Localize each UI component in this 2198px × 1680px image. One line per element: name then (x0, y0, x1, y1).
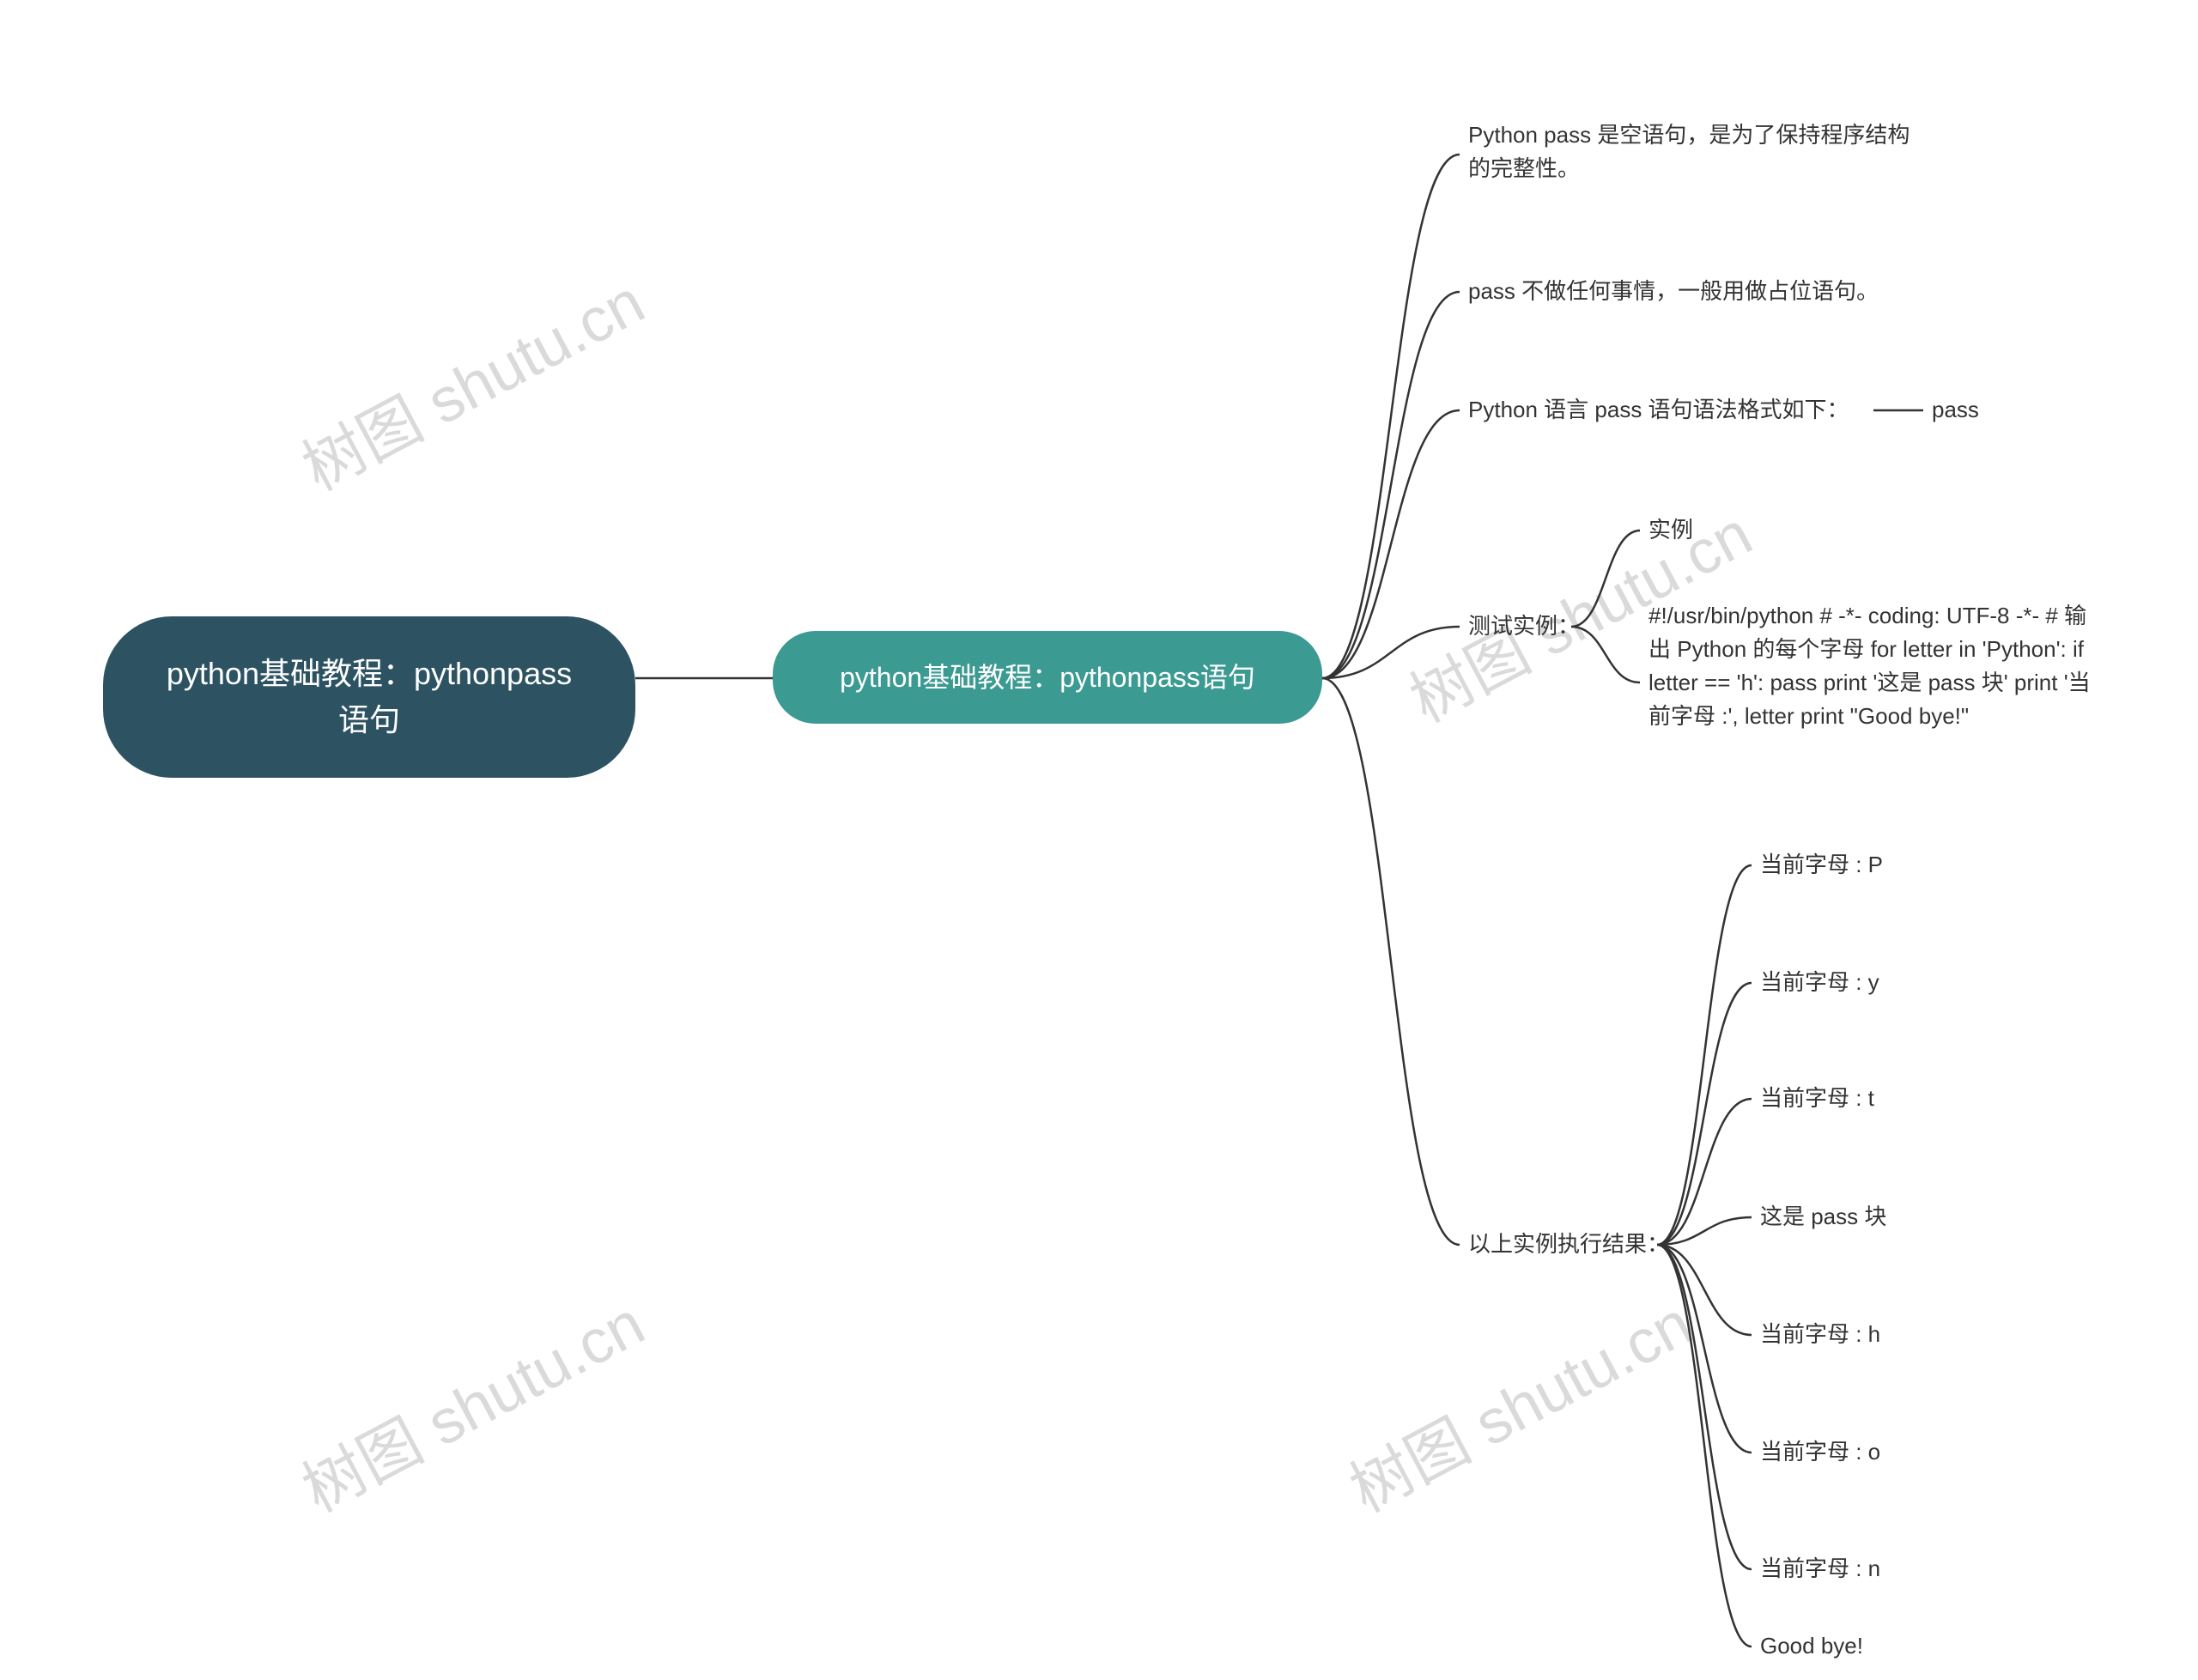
watermark: 树图 shutu.cn (284, 1274, 657, 1529)
result-6[interactable]: 当前字母 : o (1760, 1435, 1880, 1469)
leaf-node-4-c1[interactable]: 实例 (1648, 513, 1693, 547)
result-1[interactable]: 当前字母 : P (1760, 848, 1883, 882)
leaf-node-3-child[interactable]: pass (1932, 393, 1979, 427)
result-7[interactable]: 当前字母 : n (1760, 1552, 1880, 1586)
root-node[interactable]: python基础教程：pythonpass语句 (103, 616, 635, 778)
leaf-node-4-c2[interactable]: #!/usr/bin/python # -*- coding: UTF-8 -*… (1648, 599, 2104, 733)
result-2[interactable]: 当前字母 : y (1760, 966, 1879, 999)
leaf-node-2[interactable]: pass 不做任何事情，一般用做占位语句。 (1468, 275, 1879, 308)
leaf-node-5[interactable]: 以上实例执行结果： (1468, 1228, 1669, 1261)
leaf-node-4[interactable]: 测试实例： (1468, 610, 1580, 643)
leaf-node-3[interactable]: Python 语言 pass 语句语法格式如下： (1468, 393, 1849, 427)
watermark: 树图 shutu.cn (1332, 1274, 1704, 1529)
leaf-node-1[interactable]: Python pass 是空语句，是为了保持程序结构的完整性。 (1468, 118, 1923, 185)
sub-node[interactable]: python基础教程：pythonpass语句 (773, 631, 1322, 724)
result-5[interactable]: 当前字母 : h (1760, 1318, 1880, 1351)
mindmap-connectors (0, 0, 2198, 1680)
result-3[interactable]: 当前字母 : t (1760, 1082, 1874, 1115)
result-4[interactable]: 这是 pass 块 (1760, 1200, 1886, 1234)
result-8[interactable]: Good bye! (1760, 1629, 1863, 1663)
watermark: 树图 shutu.cn (284, 252, 657, 507)
